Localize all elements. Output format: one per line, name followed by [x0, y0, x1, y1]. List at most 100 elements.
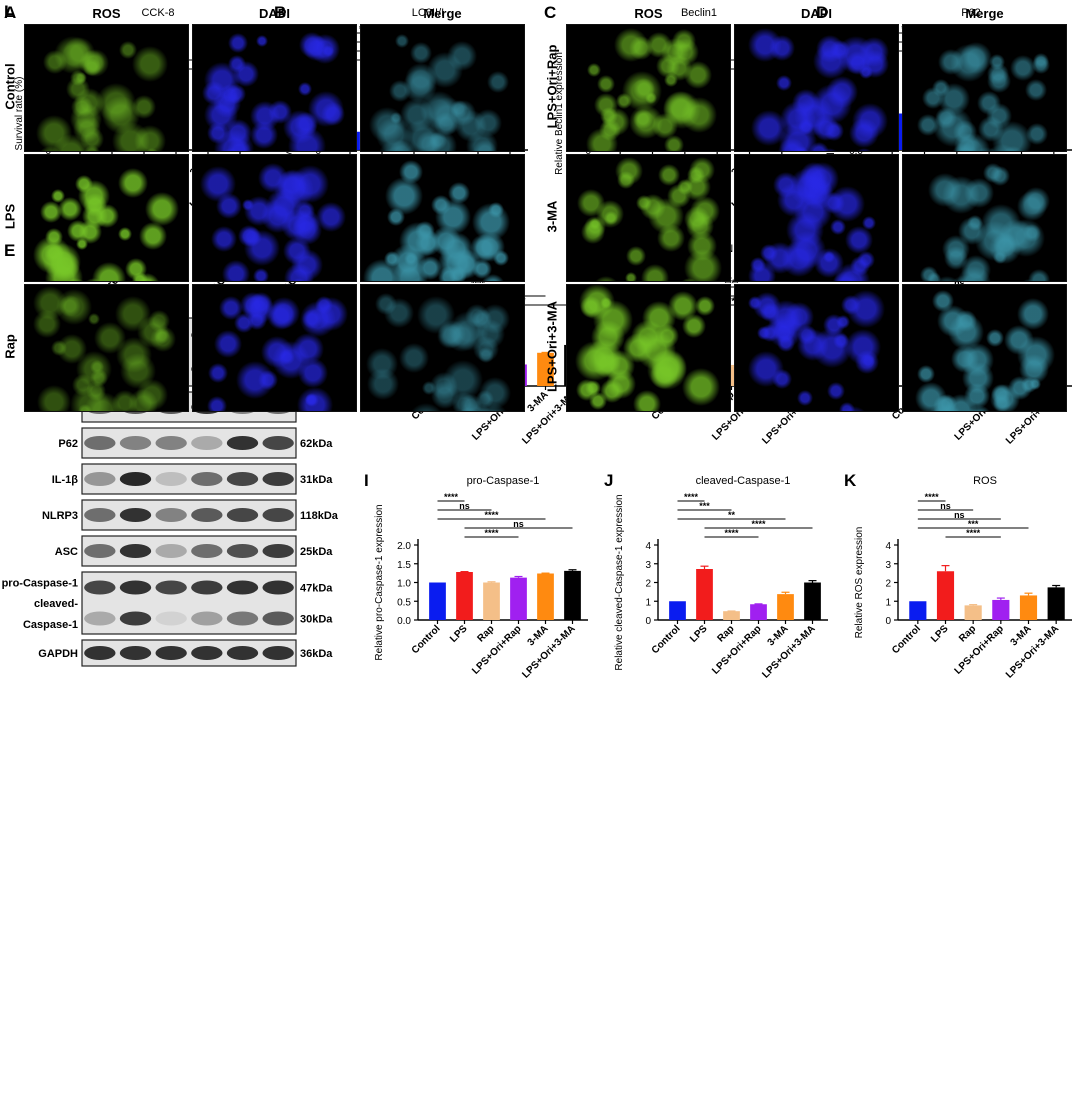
chart-ros: K ROS Relative ROS expression 0 1 2 3 4 Control L…	[844, 471, 1072, 681]
significance-label: ***	[968, 519, 979, 529]
y-tick-label: 1.5	[397, 560, 411, 571]
merge-micrograph	[902, 284, 1067, 412]
y-tick-label: 0.0	[397, 616, 411, 627]
protein-label: Caspase-1	[23, 619, 78, 631]
bar	[1047, 587, 1065, 620]
panel-letter: L	[4, 2, 15, 21]
y-axis-label: Relative Beclin1 expression	[554, 52, 565, 175]
significance-label: ****	[484, 510, 499, 520]
protein-label: NLRP3	[42, 510, 78, 522]
x-tick-label: LPS	[688, 623, 710, 645]
row-label: LPS+Ori+3-MA	[544, 300, 560, 393]
panel-letter: A	[4, 3, 16, 22]
x-tick-label: Control	[410, 623, 443, 656]
column-label: ROS	[92, 6, 121, 21]
blot-band	[226, 508, 259, 522]
merge-micrograph	[360, 24, 525, 152]
protein-label: ASC	[55, 546, 78, 558]
significance-label: ns	[954, 278, 965, 288]
bar	[510, 577, 527, 620]
protein-label: cleaved-	[34, 598, 78, 610]
chart-title: P62	[961, 7, 981, 19]
y-axis-label: Survival rate (%)	[14, 77, 25, 151]
kda-label: 25kDa	[300, 546, 333, 558]
dapi-micrograph	[734, 24, 899, 152]
bar	[456, 572, 473, 620]
blot-band	[155, 436, 187, 450]
significance-label: ****	[444, 492, 459, 502]
merge-micrograph	[902, 154, 1067, 282]
blot-band	[191, 580, 223, 595]
y-tick-label: 2	[885, 579, 891, 590]
x-tick-label: Rap	[957, 623, 978, 644]
chart-title: Beclin1	[681, 7, 717, 19]
blot-band	[262, 544, 294, 558]
blot-band	[191, 508, 223, 522]
significance-label: **	[728, 510, 736, 520]
blot-band	[262, 580, 294, 595]
blot-band	[84, 646, 116, 660]
blot-band	[119, 544, 152, 558]
kda-label: 30kDa	[300, 614, 333, 626]
significance-label: ****	[925, 492, 940, 502]
chart-title: pro-Caspase-1	[467, 475, 540, 487]
merge-micrograph	[360, 154, 525, 282]
y-tick-label: 3	[645, 560, 651, 571]
merge-micrograph	[902, 24, 1067, 152]
microscopy-panel: L ROS DAPI Merge Control LPS Rap ROS DAPI Merge LP…	[0, 0, 1084, 412]
kda-label: 62kDa	[300, 438, 333, 450]
kda-label: 118kDa	[300, 510, 339, 522]
blot-band	[262, 436, 294, 450]
blot-band	[84, 436, 116, 450]
y-axis-label: Relative ROS expression	[854, 527, 865, 639]
blot-band	[262, 508, 294, 522]
blot-band	[155, 472, 187, 486]
x-tick-label: 3-MA	[526, 623, 551, 648]
blot-band	[191, 646, 223, 660]
blot-band	[226, 436, 259, 450]
dapi-micrograph	[192, 284, 357, 412]
blot-band	[155, 508, 187, 522]
ros-micrograph	[24, 284, 189, 412]
bar	[537, 573, 554, 620]
protein-label: P62	[58, 438, 78, 450]
column-label: Merge	[423, 6, 462, 21]
y-tick-label: 0	[645, 616, 651, 627]
x-tick-label: 3-MA	[766, 623, 791, 648]
column-label: ROS	[634, 6, 663, 21]
blot-band	[262, 472, 294, 486]
panel-letter: E	[4, 241, 15, 260]
significance-label: ****	[751, 519, 766, 529]
y-tick-label: 1	[885, 597, 891, 608]
chart-title: CCK-8	[141, 7, 174, 19]
blot-band	[262, 611, 294, 626]
significance-label: ***	[699, 501, 710, 511]
protein-label: GAPDH	[38, 648, 78, 660]
chart-title: ROS	[973, 475, 997, 487]
significance-label: ****	[724, 528, 739, 538]
y-tick-label: 4	[645, 541, 651, 552]
panel-letter: B	[274, 3, 286, 22]
column-label: Merge	[965, 6, 1004, 21]
y-axis-label: Relative cleaved-Caspase-1 expression	[614, 494, 625, 670]
blot-band	[155, 580, 187, 595]
x-tick-label: LPS+Ori+Rap	[710, 623, 763, 676]
row-label: Rap	[2, 334, 18, 359]
significance-label: ****	[966, 528, 981, 538]
panel-letter: J	[604, 471, 613, 490]
bar	[537, 352, 554, 386]
blot-band	[155, 646, 187, 660]
ros-micrograph	[24, 154, 189, 282]
x-tick-label: LPS	[448, 623, 470, 645]
blot-band	[119, 508, 152, 522]
blot-band	[119, 611, 152, 626]
significance-label: ns	[954, 510, 965, 520]
ros-micrograph	[566, 24, 731, 152]
blot-strip	[81, 639, 297, 667]
kda-label: 31kDa	[300, 474, 333, 486]
blot-band	[191, 544, 223, 558]
significance-label: ****	[484, 528, 499, 538]
blot-band	[119, 472, 152, 486]
dapi-micrograph	[734, 284, 899, 412]
bar	[964, 605, 982, 620]
